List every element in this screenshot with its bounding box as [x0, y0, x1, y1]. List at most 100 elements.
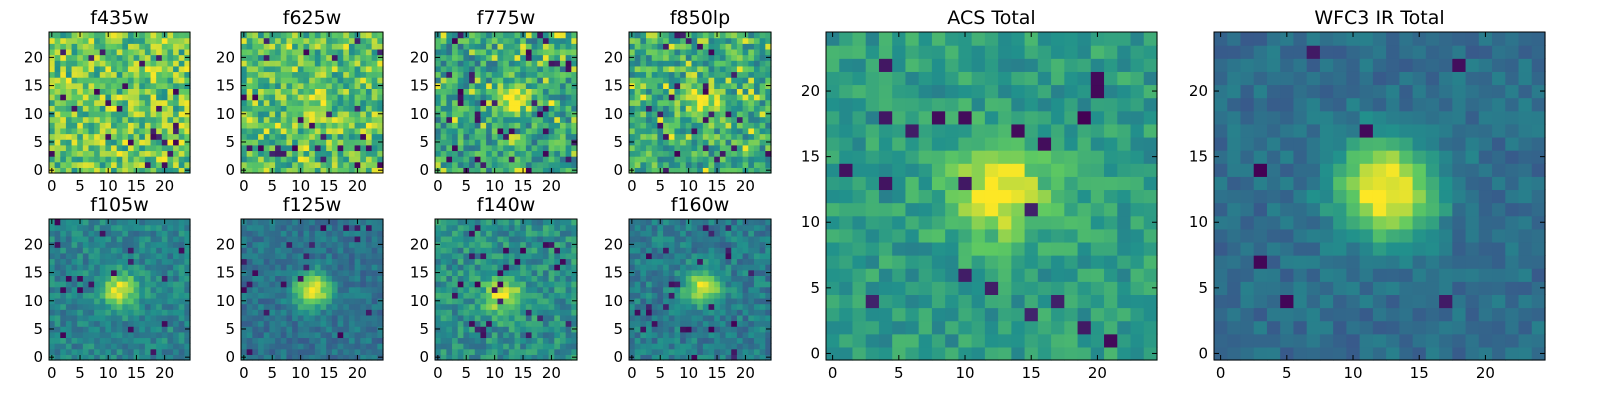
heatmap-cell [292, 60, 299, 67]
heatmap-cell [269, 331, 276, 339]
heatmap-cell [94, 320, 101, 327]
heatmap-cell [657, 116, 664, 123]
heatmap-cell [116, 314, 123, 322]
heatmap-cell [685, 161, 693, 168]
heatmap-cell [269, 82, 276, 89]
heatmap-cell [156, 37, 163, 44]
heatmap-cell [531, 37, 538, 44]
heatmap-cell [133, 252, 140, 260]
heatmap-cell [463, 144, 470, 152]
heatmap-cell [275, 343, 282, 350]
heatmap-cell [765, 127, 772, 135]
heatmap-cell [708, 82, 715, 89]
heatmap-cell [480, 144, 487, 152]
heatmap-cell [480, 139, 487, 146]
heatmap-cell [263, 48, 270, 56]
heatmap-cell [731, 144, 738, 152]
heatmap-cell [742, 150, 749, 157]
heatmap-cell [246, 326, 253, 333]
heatmap-cell [286, 94, 293, 101]
heatmap-cell [371, 94, 378, 101]
heatmap-cell [275, 247, 282, 254]
heatmap-cell [525, 71, 533, 78]
heatmap-cell [280, 156, 288, 163]
heatmap-cell [680, 116, 687, 123]
heatmap-cell [474, 348, 482, 355]
heatmap-cell [435, 247, 442, 254]
heatmap-cell [365, 54, 373, 61]
heatmap-cell [139, 94, 146, 101]
heatmap-cell [565, 337, 572, 344]
heatmap-cell [275, 71, 282, 78]
heatmap-cell [269, 337, 276, 344]
heatmap-cell [88, 354, 95, 361]
heatmap-cell [674, 303, 681, 310]
heatmap-cell [640, 269, 647, 276]
heatmap-cell [269, 230, 276, 237]
axes-frame [628, 31, 772, 174]
heatmap-cell [640, 348, 647, 355]
heatmap-cell [116, 230, 123, 237]
heatmap-cell [440, 122, 447, 129]
heatmap-cell [674, 110, 681, 118]
heatmap-cell [77, 71, 84, 78]
heatmap-cell [452, 326, 459, 333]
heatmap-cell [736, 43, 744, 50]
heatmap-cell [150, 122, 157, 129]
heatmap-cell [469, 258, 476, 265]
heatmap-cell [127, 32, 135, 39]
heatmap-cell [708, 343, 715, 350]
x-tick-label: 5 [267, 364, 277, 382]
heatmap-cell [161, 331, 169, 339]
heatmap-cell [537, 303, 544, 310]
heatmap-cell [122, 127, 129, 135]
heatmap-cell [65, 32, 73, 39]
heatmap-cell [314, 286, 322, 293]
heatmap-cell [542, 65, 550, 73]
heatmap-cell [343, 286, 350, 293]
heatmap-cell [697, 343, 704, 350]
heatmap-cell [286, 258, 293, 265]
heatmap-cell [122, 94, 129, 101]
heatmap-cell [343, 303, 350, 310]
heatmap-cell [469, 230, 476, 237]
heatmap-cell [348, 275, 356, 282]
heatmap-cell [748, 286, 755, 293]
heatmap-cell [173, 116, 180, 123]
heatmap-cell [629, 292, 636, 299]
heatmap-cell [440, 230, 447, 237]
heatmap-cell [503, 258, 510, 265]
heatmap-cell [714, 88, 721, 95]
heatmap-cell [144, 281, 152, 288]
heatmap-cell [452, 94, 459, 101]
heatmap-cell [337, 122, 344, 129]
heatmap-cell [486, 150, 493, 157]
heatmap-cell [133, 247, 140, 254]
heatmap-cell [65, 337, 73, 344]
heatmap-cell [122, 275, 129, 282]
heatmap-cell [365, 60, 373, 67]
heatmap-cell [674, 133, 681, 140]
heatmap-cell [542, 144, 550, 152]
heatmap-cell [144, 127, 152, 135]
heatmap-cell [326, 224, 333, 231]
heatmap-cell [508, 167, 516, 174]
heatmap-cell [82, 88, 90, 95]
heatmap-cell [640, 133, 647, 140]
heatmap-cell [554, 326, 561, 333]
heatmap-cell [184, 99, 191, 106]
heatmap-cell [474, 264, 482, 271]
heatmap-cell [320, 326, 327, 333]
heatmap-cell [173, 94, 180, 101]
heatmap-cell [275, 230, 282, 237]
heatmap-cell [133, 281, 140, 288]
heatmap-cell [309, 37, 316, 44]
heatmap-cell [486, 156, 493, 163]
heatmap-cell [537, 348, 544, 355]
heatmap-cell [742, 77, 749, 84]
heatmap-cell [241, 144, 248, 152]
heatmap-cell [691, 314, 698, 322]
heatmap-cell [122, 88, 129, 95]
heatmap-cell [474, 258, 482, 265]
heatmap-cell [303, 48, 310, 56]
